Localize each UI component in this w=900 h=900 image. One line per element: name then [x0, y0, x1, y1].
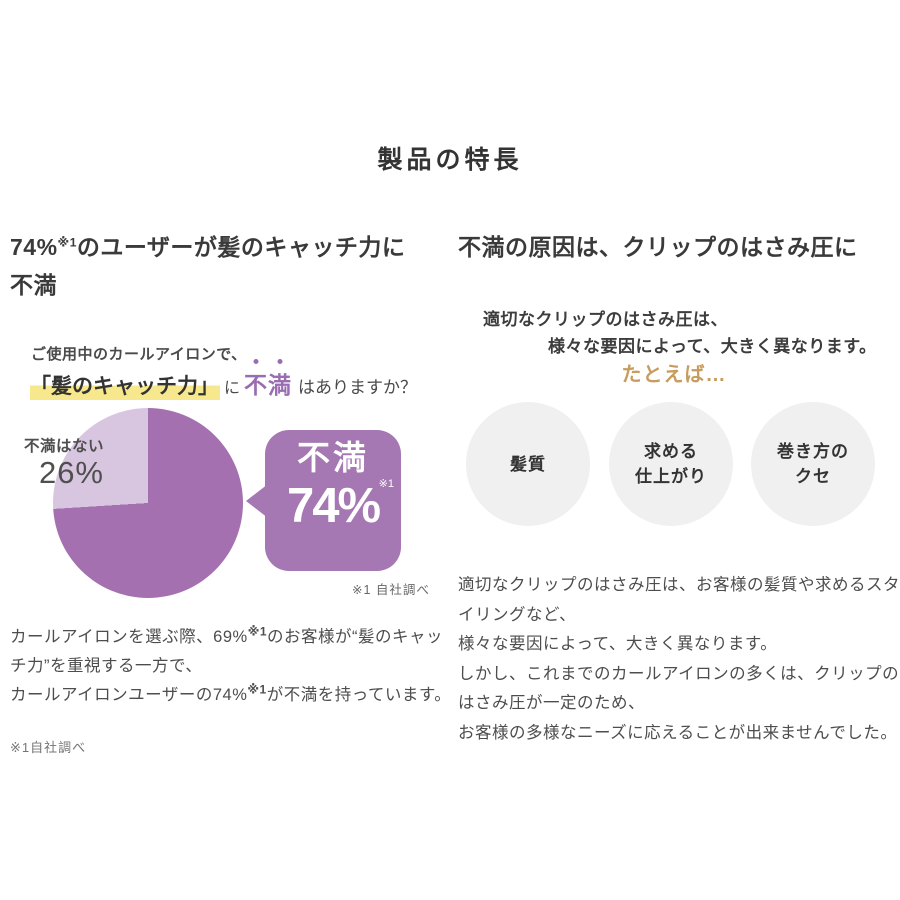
left-paragraph-sentence2: カールアイロンユーザーの74%※1が不満を持っています。 — [10, 681, 458, 710]
emphasis-char: 満 — [268, 366, 292, 400]
factor-circle-curling-habit: 巻き方の クセ — [751, 402, 875, 526]
right-paragraph: 適切なクリップのはさみ圧は、お客様の髪質や求めるスタイリングなど、 様々な要因に… — [458, 571, 900, 748]
bubble-label: 不満 — [297, 439, 369, 476]
factor-label: 求める — [644, 442, 698, 461]
factor-label: 巻き方の — [777, 442, 849, 461]
factor-label: 仕上がり — [635, 467, 707, 486]
left-heading-line2: 不満 — [10, 272, 57, 298]
left-heading: 74%※1のユーザーが髪のキャッチ力に 不満 — [10, 228, 455, 304]
right-paragraph-line: しかし、これまでのカールアイロンの多くは、クリップのはさみ圧が一定のため、 — [458, 664, 900, 713]
factor-label: 髪質 — [510, 454, 546, 474]
speech-bubble: 不満 ※1 74% — [246, 430, 401, 571]
pie-slice-value: 26% — [38, 455, 104, 490]
question-particle: に — [224, 380, 241, 397]
footnote-marker: ※1 — [247, 624, 268, 639]
lead-text: たとえば… — [621, 364, 727, 386]
left-heading-prefix: 74% — [10, 234, 58, 260]
text-run: カールアイロンユーザーの74% — [10, 686, 248, 704]
page-footnote: ※1自社調べ — [10, 740, 87, 755]
emphasis-char: 不 — [244, 366, 268, 400]
right-paragraph-line: 様々な要因によって、大きく異なります。 — [458, 635, 778, 653]
text-run: が不満を持っています。 — [266, 686, 452, 704]
text-run: のお客様が“髪のキャッチ力”を重視する一方で、 — [10, 628, 444, 675]
question-line2: 「髪のキャッチ力」に不満 はありますか？ — [30, 366, 450, 400]
question-line1: ご使用中のカールアイロンで、 — [31, 346, 247, 363]
emphasis-text: 不満 — [244, 372, 292, 398]
footnote-marker: ※1 — [378, 478, 394, 490]
factor-circle-desired-finish: 求める 仕上がり — [609, 402, 733, 526]
right-subtext-line1: 適切なクリップのはさみ圧は、 — [483, 310, 728, 329]
footnote-marker: ※1 — [57, 235, 77, 250]
text-run: カールアイロンを選ぶ際、69% — [10, 628, 248, 646]
right-paragraph-line: 適切なクリップのはさみ圧は、お客様の髪質や求めるスタイリングなど、 — [458, 576, 900, 624]
highlight-text: 「髪のキャッチ力」 — [30, 375, 220, 400]
factor-circle-hair-quality: 髪質 — [466, 402, 590, 526]
page-title: 製品の特長 — [377, 146, 523, 174]
left-paragraph-sentence1: カールアイロンを選ぶ際、69%※1のお客様が“髪のキャッチ力”を重視する一方で、 — [10, 623, 458, 681]
pie-slice-label: 不満はない 26% — [24, 434, 104, 490]
factor-label: クセ — [795, 467, 831, 486]
bubble-value: 74% — [286, 479, 381, 533]
right-heading: 不満の原因は、クリップのはさみ圧に — [458, 234, 858, 260]
left-heading-rest: のユーザーが髪のキャッチ力に — [76, 234, 406, 260]
pie-slice-name: 不満はない — [24, 438, 105, 455]
pie-chart — [53, 408, 243, 598]
left-paragraph: カールアイロンを選ぶ際、69%※1のお客様が“髪のキャッチ力”を重視する一方で、… — [10, 623, 458, 710]
bubble-tail-icon — [246, 484, 268, 518]
right-subtext-line2: 様々な要因によって、大きく異なります。 — [548, 337, 877, 356]
right-paragraph-line: お客様の多様なニーズに応えることが出来ませんでした。 — [458, 723, 898, 742]
chart-footnote: ※1 自社調べ — [352, 583, 430, 597]
footnote-marker: ※1 — [247, 682, 267, 697]
question-suffix: はありますか？ — [298, 378, 418, 397]
